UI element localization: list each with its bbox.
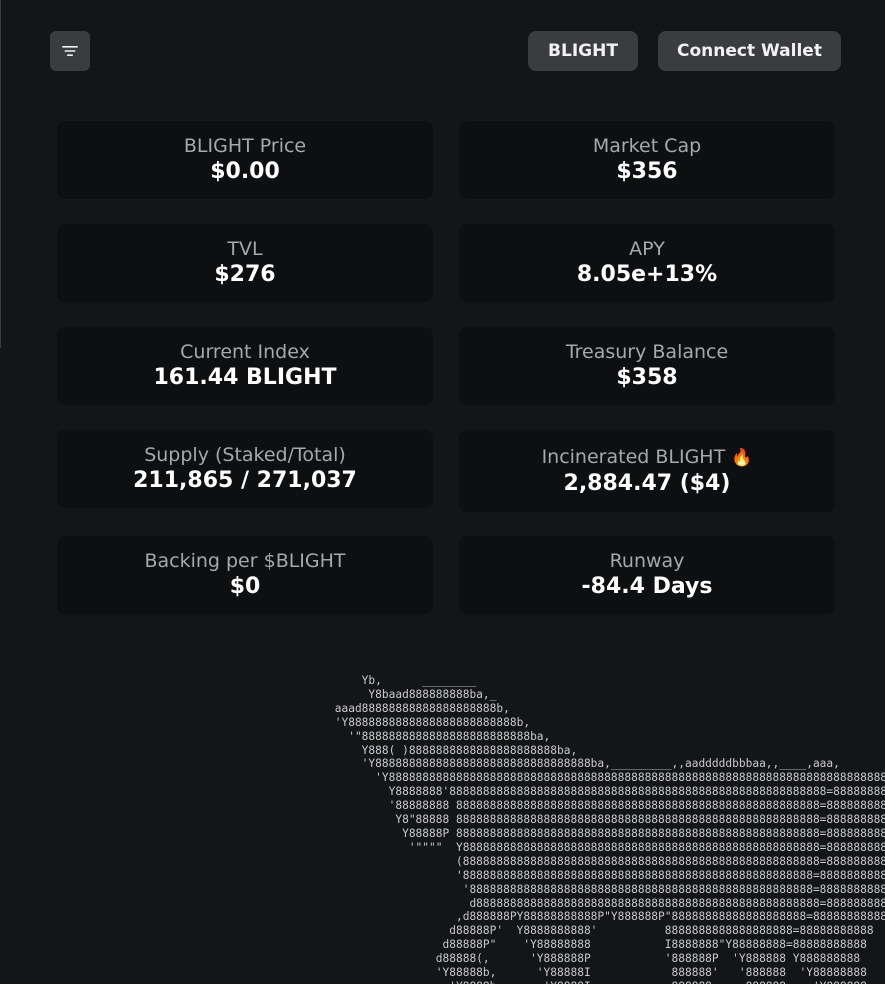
stat-card-market-cap: Market Cap $356: [459, 121, 835, 199]
stat-label-incinerated: Incinerated BLIGHT 🔥: [542, 445, 753, 470]
stat-label-treasury-balance: Treasury Balance: [565, 341, 729, 363]
stat-card-runway: Runway -84.4 Days: [459, 536, 835, 614]
stat-card-current-index: Current Index 161.44 BLIGHT: [57, 327, 433, 405]
stat-label-backing: Backing per $BLIGHT: [144, 550, 346, 572]
stat-label-current-index: Current Index: [180, 341, 310, 363]
stat-value-incinerated: 2,884.47 ($4): [563, 470, 731, 496]
stat-label-tvl: TVL: [227, 238, 263, 260]
stat-value-backing: $0: [229, 574, 261, 599]
ascii-art-whale: Yb, ________ Y8baad888888888ba,_ aaad888…: [334, 674, 885, 984]
stat-card-tvl: TVL $276: [57, 224, 433, 302]
stat-label-price: BLIGHT Price: [183, 135, 307, 157]
connect-wallet-button[interactable]: Connect Wallet: [658, 31, 841, 71]
hamburger-filter-icon: [62, 46, 78, 56]
stat-label-market-cap: Market Cap: [592, 135, 702, 157]
stat-value-current-index: 161.44 BLIGHT: [153, 365, 337, 390]
stat-value-treasury-balance: $358: [616, 365, 678, 390]
stat-card-price: BLIGHT Price $0.00: [57, 121, 433, 199]
stat-card-apy: APY 8.05e+13%: [459, 224, 835, 302]
stat-value-price: $0.00: [210, 159, 280, 184]
sidebar-edge-divider: [0, 0, 1, 348]
stat-label-runway: Runway: [609, 550, 685, 572]
stat-card-backing: Backing per $BLIGHT $0: [57, 536, 433, 614]
blight-token-button[interactable]: BLIGHT: [528, 31, 638, 71]
stat-card-incinerated: Incinerated BLIGHT 🔥 2,884.47 ($4): [459, 430, 835, 512]
flame-icon: 🔥: [731, 447, 753, 468]
menu-button[interactable]: [50, 31, 90, 71]
stat-label-supply: Supply (Staked/Total): [144, 444, 346, 466]
stat-label-apy: APY: [629, 238, 665, 260]
stat-value-runway: -84.4 Days: [581, 574, 713, 599]
stat-value-market-cap: $356: [616, 159, 678, 184]
stat-label-incinerated-text: Incinerated BLIGHT: [541, 445, 726, 468]
stat-value-apy: 8.05e+13%: [576, 262, 718, 287]
stat-card-treasury-balance: Treasury Balance $358: [459, 327, 835, 405]
stat-value-supply: 211,865 / 271,037: [133, 468, 357, 493]
stat-card-supply: Supply (Staked/Total) 211,865 / 271,037: [57, 430, 433, 508]
stat-value-tvl: $276: [214, 262, 276, 287]
